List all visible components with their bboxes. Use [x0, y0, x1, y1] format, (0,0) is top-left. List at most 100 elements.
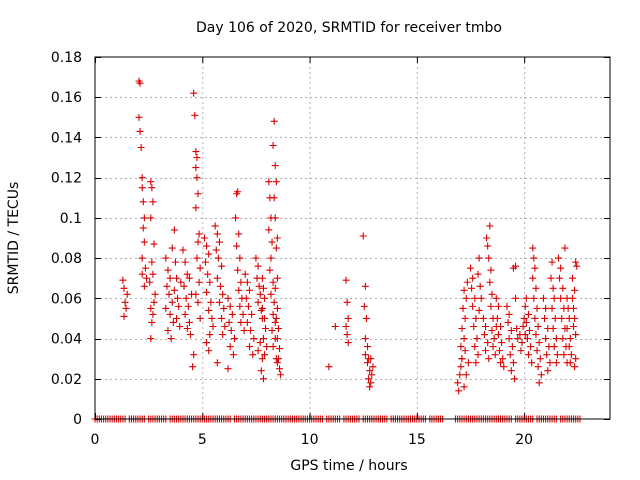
chart-title: Day 106 of 2020, SRMTID for receiver tmb…: [196, 20, 502, 36]
data-point: [571, 363, 579, 371]
data-point: [255, 282, 263, 290]
data-point: [364, 343, 372, 351]
data-point: [239, 310, 247, 318]
data-point: [257, 367, 265, 375]
data-point: [511, 375, 519, 383]
data-point: [549, 325, 557, 332]
data-point: [499, 355, 507, 363]
data-point: [149, 270, 157, 278]
data-point: [570, 304, 578, 312]
data-point: [513, 325, 521, 332]
data-point: [485, 254, 493, 262]
data-point: [190, 351, 198, 359]
data-point: [273, 304, 281, 312]
data-point: [191, 111, 199, 119]
data-point: [224, 294, 232, 302]
y-tick-label: 0.02: [51, 372, 82, 388]
data-point: [146, 278, 154, 286]
data-point: [185, 318, 193, 326]
data-point: [269, 141, 277, 149]
data-point: [258, 355, 266, 363]
data-point: [484, 242, 492, 250]
data-point: [261, 314, 269, 322]
data-point: [490, 335, 498, 343]
data-point: [165, 290, 173, 298]
data-point: [529, 274, 537, 282]
data-point: [225, 318, 233, 326]
x-tick-label: 0: [91, 432, 100, 448]
data-point: [175, 302, 183, 310]
x-tick-label: 10: [301, 432, 319, 448]
data-point: [276, 345, 284, 353]
data-point: [522, 318, 530, 326]
data-point: [184, 302, 192, 310]
data-point: [206, 278, 214, 286]
data-point: [119, 276, 127, 284]
data-point: [344, 339, 352, 347]
data-point: [498, 339, 506, 347]
data-point: [505, 310, 513, 318]
data-point: [192, 290, 200, 298]
data-point: [259, 335, 267, 343]
data-point: [195, 278, 203, 286]
data-point: [192, 148, 200, 156]
data-point: [254, 298, 262, 306]
data-point: [241, 270, 249, 278]
data-point: [200, 234, 208, 242]
data-point: [220, 304, 228, 312]
data-point: [537, 371, 545, 379]
data-point: [460, 335, 468, 343]
data-point: [572, 258, 580, 266]
data-point: [195, 230, 203, 238]
data-point: [488, 290, 496, 298]
data-point: [491, 351, 499, 359]
data-point: [170, 286, 178, 294]
data-point: [460, 383, 468, 391]
data-point: [183, 325, 191, 332]
data-point: [209, 322, 217, 330]
data-point: [138, 184, 146, 192]
data-point: [571, 286, 579, 294]
data-point: [272, 244, 280, 252]
data-point: [218, 314, 226, 322]
data-point: [192, 164, 200, 172]
data-point: [474, 270, 482, 278]
data-point: [247, 327, 255, 335]
data-point: [138, 270, 146, 278]
data-point: [208, 314, 216, 322]
data-point: [477, 294, 485, 302]
data-point: [552, 359, 560, 367]
data-point: [237, 278, 245, 286]
data-point: [150, 298, 158, 306]
data-point: [457, 363, 465, 371]
data-point: [254, 347, 262, 355]
data-point: [549, 284, 557, 292]
data-point: [169, 318, 177, 326]
data-point: [272, 178, 280, 186]
data-point: [141, 264, 149, 272]
data-point: [497, 359, 505, 367]
data-point: [120, 284, 128, 292]
data-point: [193, 254, 201, 262]
data-point: [572, 331, 580, 339]
data-point: [528, 359, 536, 367]
data-point: [136, 127, 144, 135]
data-point: [509, 264, 517, 272]
data-point: [268, 327, 276, 335]
data-point: [474, 351, 482, 359]
data-point: [259, 284, 267, 292]
data-point: [271, 284, 279, 292]
data-point: [137, 144, 145, 151]
data-point: [276, 365, 284, 373]
data-point: [359, 232, 367, 240]
data-point: [174, 294, 182, 302]
data-point: [546, 359, 554, 367]
data-point: [229, 351, 237, 359]
y-tick-label: 0.14: [51, 130, 82, 146]
data-point: [573, 262, 581, 270]
data-point: [234, 188, 242, 196]
data-point: [213, 274, 221, 282]
data-point: [462, 371, 470, 379]
data-point: [226, 343, 234, 351]
